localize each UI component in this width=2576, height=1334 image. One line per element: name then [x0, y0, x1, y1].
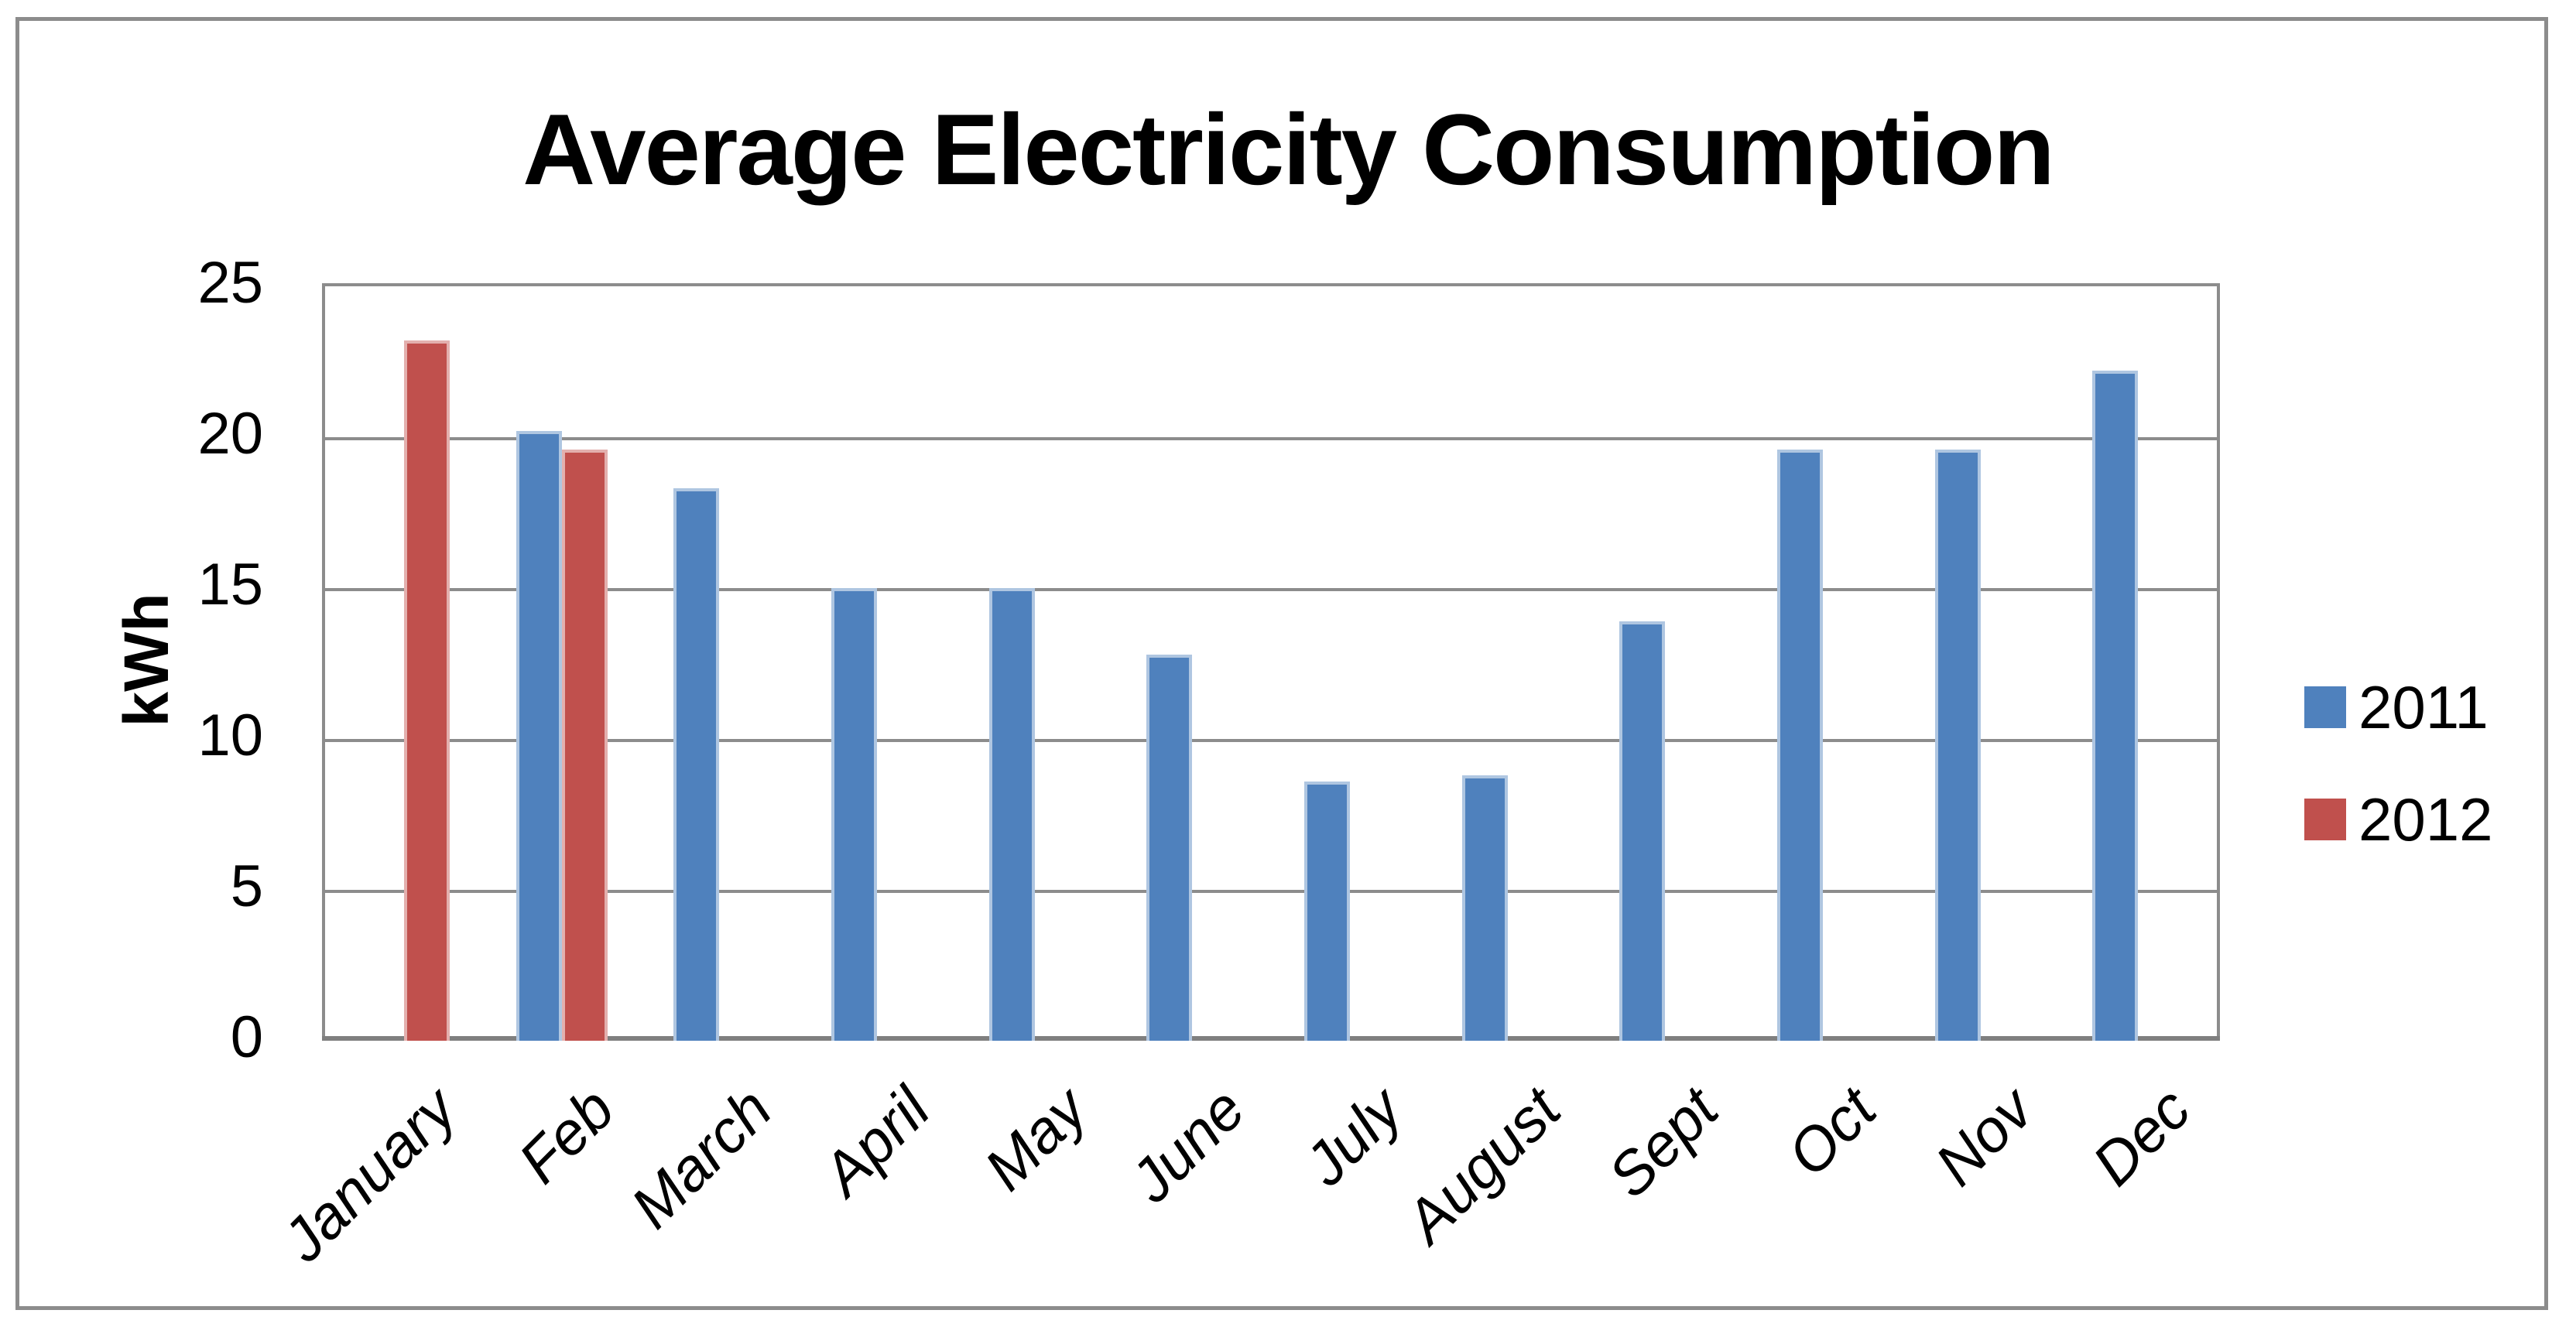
plot-area [322, 283, 2220, 1041]
legend-swatch-2011 [2304, 686, 2346, 728]
y-tick-0: 0 [230, 1004, 263, 1070]
bar-2011-sept [1619, 621, 1666, 1041]
bar-2011-june [1146, 654, 1193, 1041]
gridline-15 [325, 588, 2217, 591]
bar-2011-oct [1776, 449, 1823, 1041]
y-tick-10: 10 [197, 703, 263, 768]
legend-swatch-2012 [2304, 799, 2346, 840]
y-tick-5: 5 [230, 853, 263, 919]
chart-title: Average Electricity Consumption [522, 93, 2055, 206]
legend-item-2011: 2011 [2304, 676, 2489, 738]
y-tick-25: 25 [197, 250, 263, 316]
bar-2011-april [831, 588, 877, 1041]
bar-2011-feb [516, 431, 562, 1041]
bar-2011-dec [2092, 371, 2139, 1041]
x-axis-line [322, 1036, 2220, 1041]
bar-2011-march [673, 488, 720, 1041]
gridline-5 [325, 890, 2217, 893]
bar-2011-may [988, 588, 1035, 1041]
legend-label-2012: 2012 [2358, 785, 2493, 853]
bar-2011-nov [1934, 449, 1981, 1041]
bar-2012-january [403, 340, 450, 1041]
y-tick-15: 15 [197, 552, 263, 617]
bar-2012-feb [561, 449, 608, 1041]
gridline-10 [325, 739, 2217, 742]
y-tick-20: 20 [197, 401, 263, 467]
bar-2011-july [1303, 781, 1350, 1041]
bar-2011-august [1461, 775, 1508, 1041]
gridline-20 [325, 437, 2217, 440]
legend-item-2012: 2012 [2304, 788, 2493, 850]
legend-label-2011: 2011 [2358, 673, 2489, 741]
